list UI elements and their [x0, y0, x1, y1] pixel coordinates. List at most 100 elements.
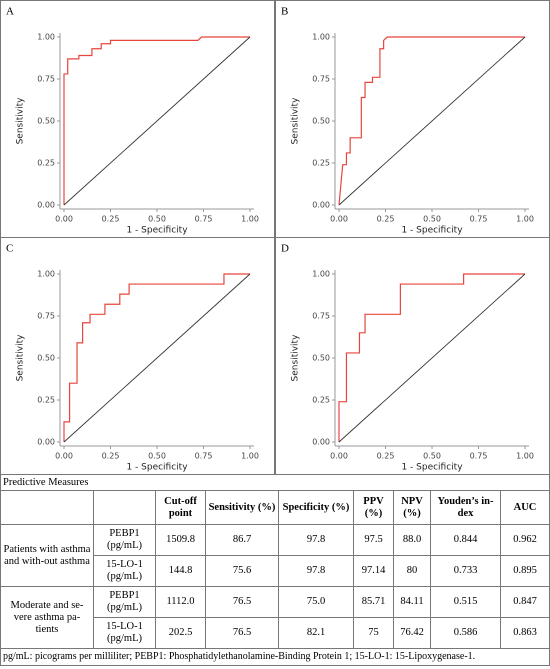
panel-label: D: [281, 243, 289, 255]
x-tick-label: 1.00: [516, 215, 534, 224]
column-header: AUC: [499, 490, 550, 525]
table-value: 0.844: [430, 524, 501, 556]
marker-name: 15-LO-1 (pg/mL): [93, 617, 156, 649]
y-tick-label: 0.25: [312, 396, 330, 405]
column-header: Youden’s in-dex: [430, 490, 501, 525]
roc-line: [63, 36, 250, 205]
x-tick-label: 0.25: [377, 452, 395, 461]
x-tick-label: 0.50: [148, 215, 166, 224]
table-value: 88.0: [393, 524, 431, 556]
marker-name: PEBP1 (pg/mL): [93, 586, 156, 618]
charts: A 0.00 0.25 0.50 0.75 1.00 0.00 0.25 0.50 0.75 1.0…: [0, 0, 550, 475]
column-header: Sensitivity (%): [205, 490, 279, 525]
x-axis-title: 1 - Specificity: [126, 226, 188, 236]
table-value: 97.5: [353, 524, 394, 556]
x-tick-label: 0.25: [102, 215, 120, 224]
table-value: 76.5: [205, 617, 279, 649]
roc-line: [338, 36, 525, 206]
y-tick-label: 1.00: [37, 33, 55, 42]
x-tick-label: 1.00: [241, 215, 259, 224]
table-value: 0.962: [499, 524, 550, 556]
y-axis-title: Sensitivity: [16, 334, 26, 382]
y-axis-title: Sensitivity: [291, 334, 301, 382]
table-value: 1509.8: [155, 524, 206, 556]
table-row: 15-LO-1 (pg/mL) 144.8 75.6 97.8 97.14 80 0.733…: [1, 555, 550, 587]
panel-label: B: [281, 6, 288, 18]
y-tick-label: 0.25: [312, 159, 330, 168]
x-axis-title: 1 - Specificity: [126, 463, 188, 473]
header-blank: [0, 490, 94, 525]
x-tick-label: 0.00: [330, 452, 348, 461]
table-row: Moderate and se-vere asthma pa-tients PEB…: [0, 586, 550, 649]
predictive-table: Predictive Measures Cut-off point Sensitiv…: [0, 474, 550, 666]
table-footnote: pg/mL: picograms per milliliter; PEBP1: …: [0, 648, 550, 666]
table-value: 1112.0: [155, 586, 206, 618]
y-tick-label: 0.75: [37, 312, 55, 321]
table-value: 75.6: [205, 555, 279, 587]
table-value: 97.14: [353, 555, 394, 587]
table-row: pg/mL: picograms per milliliter; PEBP1: …: [0, 648, 550, 666]
y-tick-label: 0.25: [37, 396, 55, 405]
table-value: 97.8: [278, 524, 354, 556]
roc-line: [63, 273, 250, 442]
y-tick-label: 0.00: [37, 201, 55, 210]
table-value: 85.71: [353, 586, 394, 618]
y-axis-title: Sensitivity: [291, 97, 301, 145]
x-tick-label: 1.00: [516, 452, 534, 461]
y-tick-label: 0.50: [312, 117, 330, 126]
y-tick-label: 0.25: [37, 159, 55, 168]
table-row: Patients with asthma and with-out asthma…: [0, 524, 550, 587]
roc-line: [338, 273, 526, 443]
y-tick-label: 0.75: [312, 75, 330, 84]
table-value: 0.515: [430, 586, 501, 618]
table-value: 97.8: [278, 555, 354, 587]
y-tick-label: 0.00: [312, 201, 330, 210]
column-header: Specificity (%): [278, 490, 354, 525]
panel-label: C: [6, 243, 13, 255]
group-label: Patients with asthma and with-out asthma: [0, 524, 94, 587]
x-tick-label: 0.25: [377, 215, 395, 224]
y-axis-title: Sensitivity: [16, 97, 26, 145]
x-axis-title: 1 - Specificity: [401, 226, 463, 236]
roc-line: [338, 36, 526, 206]
x-tick-label: 0.75: [470, 215, 488, 224]
column-header: Cut-off point: [155, 490, 206, 525]
table-value: 84.11: [393, 586, 431, 618]
x-tick-label: 0.50: [423, 215, 441, 224]
column-header: PPV (%): [353, 490, 394, 525]
marker-name: PEBP1 (pg/mL): [93, 524, 156, 556]
roc-line: [338, 273, 525, 442]
x-tick-label: 0.75: [195, 452, 213, 461]
roc-line: [63, 273, 251, 443]
table-row: Cut-off point Sensitivity (%) Specificity …: [0, 490, 550, 525]
table-row: Predictive Measures: [0, 474, 550, 491]
x-tick-label: 0.50: [423, 452, 441, 461]
table-value: 0.847: [499, 586, 550, 618]
x-tick-label: 0.00: [55, 215, 73, 224]
table-value: 76.5: [205, 586, 279, 618]
x-tick-label: 0.75: [470, 452, 488, 461]
table-value: 0.895: [499, 555, 550, 587]
table-value: 144.8: [155, 555, 206, 587]
table-value: 0.586: [430, 617, 501, 649]
x-tick-label: 0.00: [55, 452, 73, 461]
y-tick-label: 0.75: [37, 75, 55, 84]
table-value: 82.1: [278, 617, 354, 649]
table-caption: Predictive Measures: [0, 474, 550, 491]
y-tick-label: 0.50: [37, 354, 55, 363]
marker-name: 15-LO-1 (pg/mL): [93, 555, 156, 587]
table-value: 0.863: [499, 617, 550, 649]
panel-label: A: [6, 6, 14, 18]
table-value: 75.0: [278, 586, 354, 618]
x-axis-title: 1 - Specificity: [401, 463, 463, 473]
column-header: NPV (%): [393, 490, 431, 525]
table-value: 0.733: [430, 555, 501, 587]
y-tick-label: 0.75: [312, 312, 330, 321]
x-tick-label: 0.75: [195, 215, 213, 224]
group-label: Moderate and se-vere asthma pa-tients: [0, 586, 94, 649]
y-tick-label: 0.00: [312, 438, 330, 447]
y-tick-label: 1.00: [312, 270, 330, 279]
y-tick-label: 1.00: [312, 33, 330, 42]
y-tick-label: 0.00: [37, 438, 55, 447]
